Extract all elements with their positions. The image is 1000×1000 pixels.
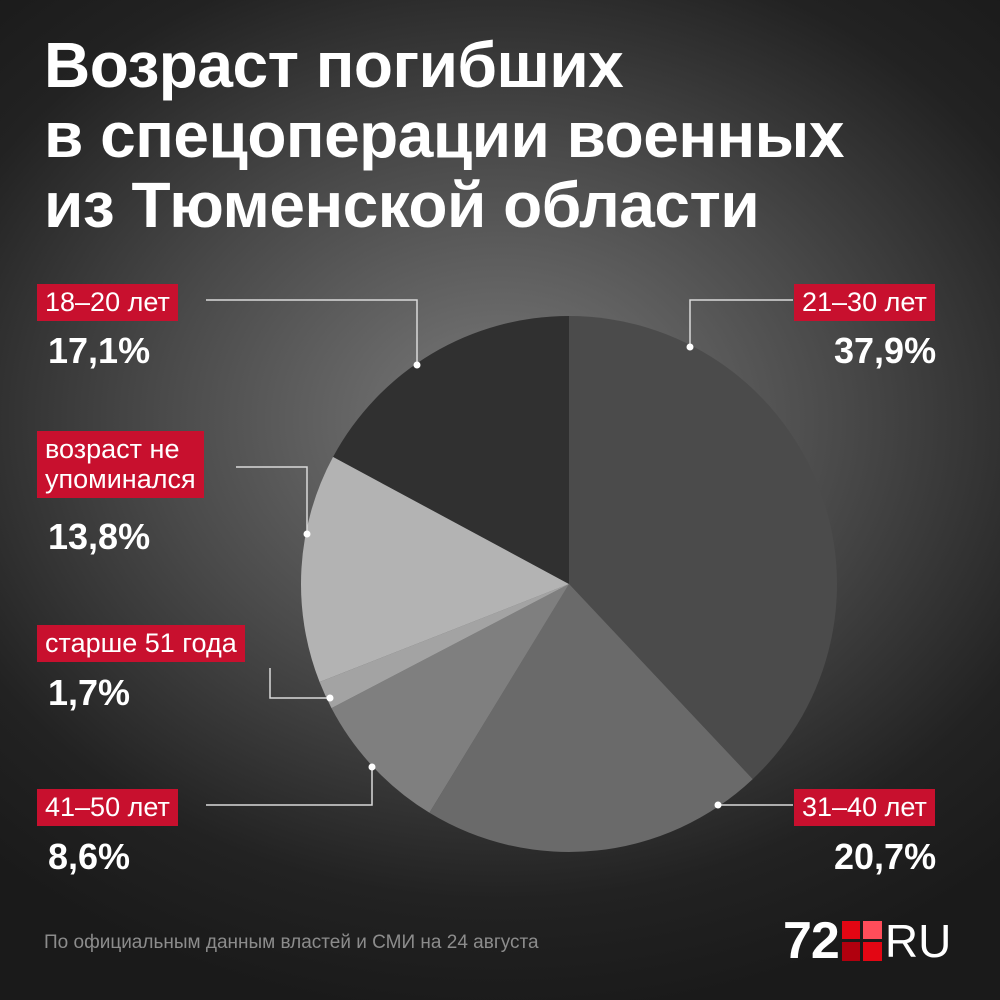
logo-squares-icon [841,921,882,961]
slice-label-over-51: старше 51 года [37,625,245,662]
slice-value-21-30: 37,9% [834,330,937,371]
slice-label-18-20: 18–20 лет [37,284,178,321]
brand-logo: 72 RU [783,912,952,970]
slice-value-over-51: 1,7% [48,672,131,713]
slice-value-18-20: 17,1% [48,330,151,371]
pie-slice-over-51 [319,584,569,709]
slice-value-41-50: 8,6% [48,836,131,877]
slice-label-line-2: упоминался [45,464,196,494]
leader-dot-over-51 [326,694,334,702]
leader-dot-age-not-mentioned [303,530,311,538]
slice-label-21-30: 21–30 лет [794,284,935,321]
leader-line-18-20 [206,299,418,365]
leader-dot-41-50 [368,763,376,771]
leader-line-age-not-mentioned [236,466,308,534]
source-note: По официальным данным властей и СМИ на 2… [44,932,539,953]
logo-suffix: RU [884,915,952,967]
leader-line-41-50 [206,767,373,806]
slice-label-age-not-mentioned: возраст не упоминался [37,431,204,498]
slice-value-age-not-mentioned: 13,8% [48,516,151,557]
slice-value-31-40: 20,7% [834,836,937,877]
slice-label-41-50: 41–50 лет [37,789,178,826]
chart-title: Возраст погибших в спецоперации военных … [44,30,964,240]
leader-line-21-30 [689,299,793,347]
pie-slice-31-40 [429,584,753,852]
leader-dot-21-30 [686,343,694,351]
pie-slice-21-30 [569,316,838,780]
title-line-2: в спецоперации военных [44,99,844,171]
leader-dot-18-20 [413,361,421,369]
pie-slice-age-not-mentioned [300,456,569,683]
title-line-3: из Тюменской области [44,169,760,241]
slice-label-31-40: 31–40 лет [794,789,935,826]
leader-dot-31-40 [714,801,722,809]
slice-label-line-1: возраст не [45,434,180,464]
pie-slice-18-20 [333,316,569,584]
logo-number: 72 [783,912,840,970]
pie-slice-41-50 [331,584,569,813]
title-line-1: Возраст погибших [44,29,624,101]
leader-line-over-51 [269,668,330,699]
